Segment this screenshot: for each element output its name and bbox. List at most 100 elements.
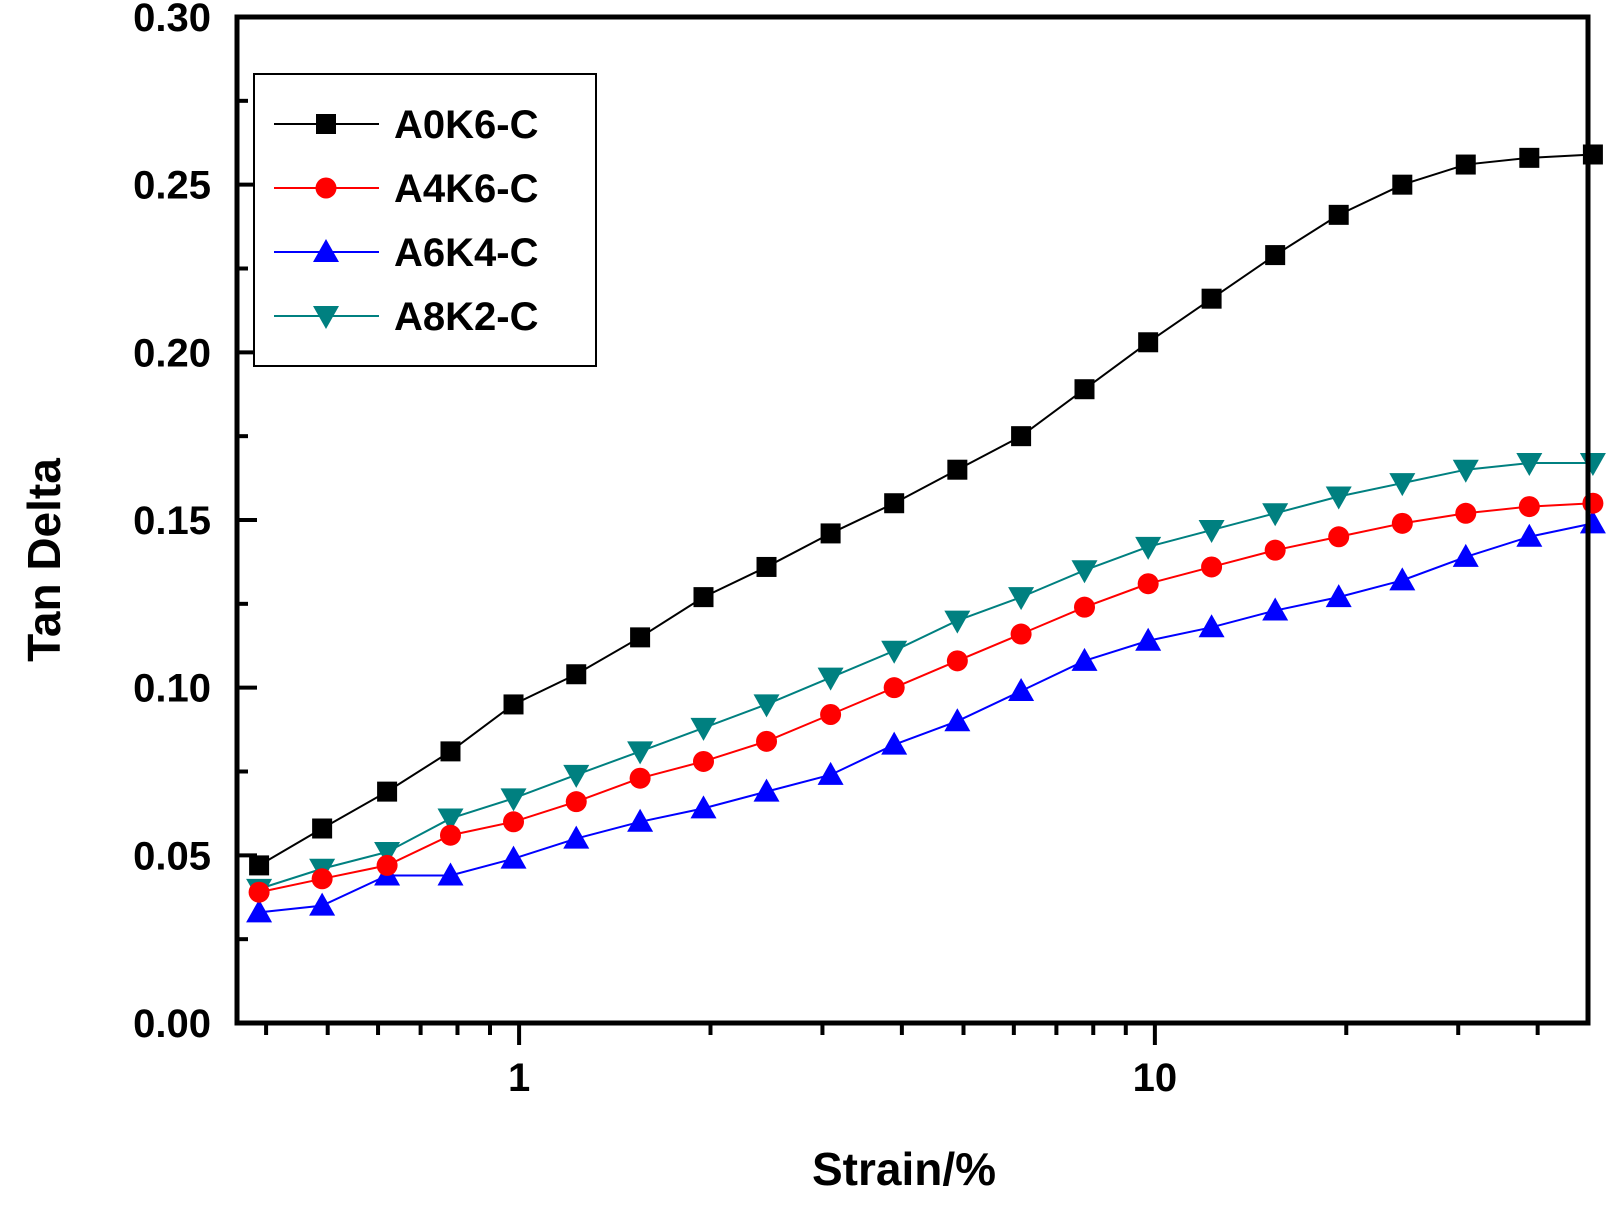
data-point [820,703,842,725]
legend-box [253,73,597,367]
series-a6k4-c [246,510,1606,923]
data-point [249,855,270,876]
x-tick-label: 10 [1133,1056,1178,1100]
data-point [881,731,908,755]
data-point [1138,332,1159,353]
y-axis-title: Tan Delta [18,458,70,662]
data-point [817,761,844,785]
legend-marker [315,177,337,199]
data-point [944,708,971,732]
data-point [500,788,527,812]
y-tick-label: 0.00 [133,1002,211,1046]
data-point [1201,556,1223,578]
y-tick-label: 0.15 [133,499,211,543]
data-point [563,825,590,849]
data-point [1262,597,1289,621]
series-line [258,153,1593,867]
data-point [563,764,590,788]
data-point [1391,512,1413,534]
data-point [753,778,780,802]
data-point [756,730,778,752]
data-point [753,694,780,718]
data-point [692,750,714,772]
data-point [374,841,401,865]
data-point [627,741,654,765]
x-tick-label: 1 [508,1056,530,1100]
data-point [1010,623,1032,645]
data-point [566,664,587,685]
data-point [1328,526,1350,548]
legend-label: A6K4-C [394,231,538,275]
data-point [820,523,841,544]
data-point [377,781,398,802]
data-point [437,808,464,832]
data-point [881,640,908,664]
data-point [1071,560,1098,584]
data-point [437,862,464,886]
data-point [1519,147,1540,168]
legend-entry: A6K4-C [274,231,538,275]
data-point [947,459,968,480]
data-point [1008,678,1035,702]
data-point [1198,614,1225,638]
data-point [440,741,461,762]
data-point [1325,584,1352,608]
data-point [1455,502,1477,524]
data-point [1389,567,1416,591]
y-tick-label: 0.25 [133,164,211,208]
data-point [309,892,336,916]
legend-label: A4K6-C [394,167,538,211]
legend-label: A0K6-C [394,103,538,147]
legend-entry: A8K2-C [274,295,538,339]
data-point [756,556,777,577]
series-a8k2-c [246,452,1606,902]
y-tick-label: 0.30 [133,0,211,40]
data-point [883,677,905,699]
data-point [630,627,651,648]
data-point [629,767,651,789]
legend-marker [313,306,339,329]
data-point [1201,288,1222,309]
data-point [693,587,714,608]
data-point [1579,452,1606,476]
legend-entry: A0K6-C [274,103,538,147]
y-tick-label: 0.20 [133,331,211,375]
data-point [627,808,654,832]
data-point [690,717,717,741]
legend-label: A8K2-C [394,295,538,339]
y-tick-label: 0.10 [133,667,211,711]
data-point [1325,486,1352,510]
data-point [1518,496,1540,518]
data-point [1389,473,1416,497]
data-point [1008,587,1035,611]
data-point [1137,573,1159,595]
data-point [500,845,527,869]
series-line [258,502,1593,894]
data-point [1011,426,1032,447]
data-point [503,694,524,715]
x-axis-title: Strain/% [812,1143,996,1195]
data-point [1198,520,1225,544]
data-point [503,811,525,833]
data-point [565,791,587,813]
data-point [1392,174,1413,195]
data-point [690,795,717,819]
data-point [1452,543,1479,567]
data-point [946,650,968,672]
data-point [817,667,844,691]
series-a0k6-c [249,144,1603,876]
legend-entry: A4K6-C [274,167,538,211]
series-line [258,522,1594,914]
data-point [1579,510,1606,534]
data-point [1516,523,1543,547]
data-point [1264,539,1286,561]
data-point [1265,245,1286,266]
data-point [1135,536,1162,560]
data-point [1071,647,1098,671]
data-point [1262,503,1289,527]
legend-marker [316,114,336,134]
data-point [1452,459,1479,483]
y-tick-label: 0.05 [133,834,211,878]
data-point [884,493,905,514]
